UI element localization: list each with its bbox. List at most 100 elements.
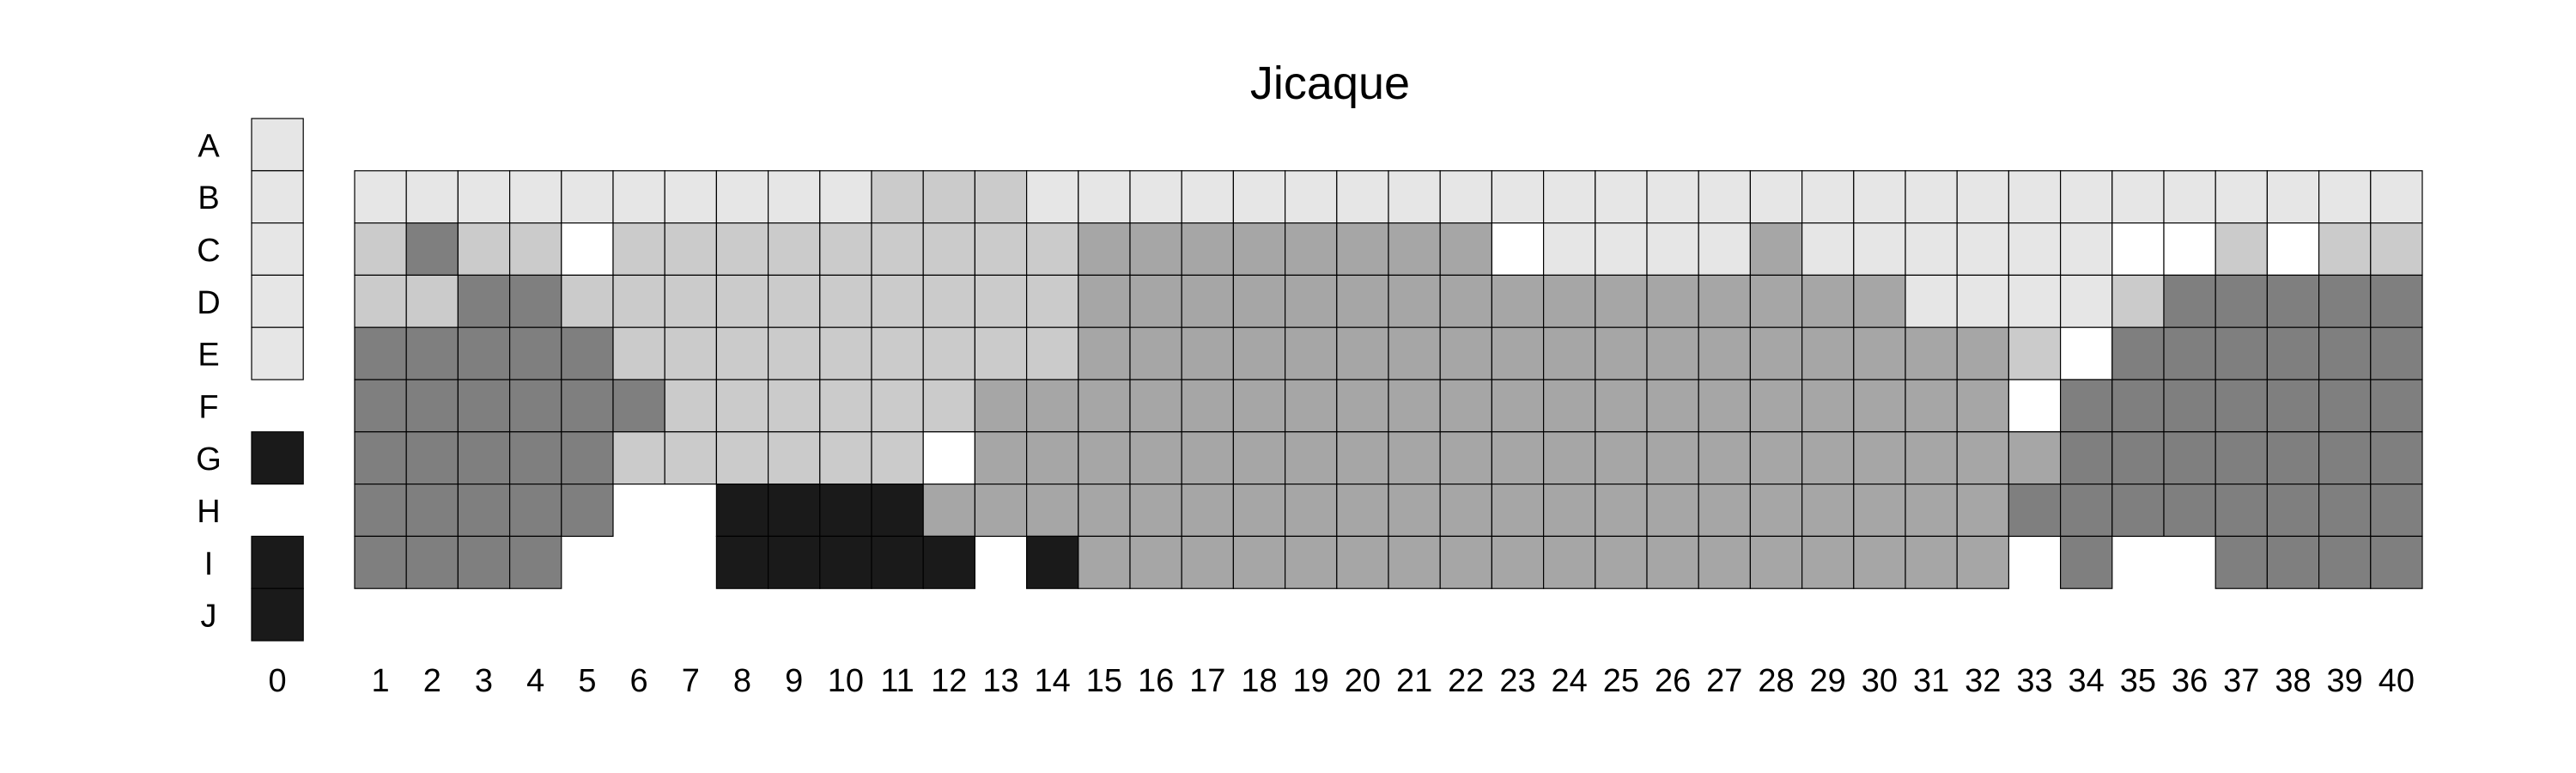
heatmap-cell [1698, 170, 1751, 224]
heatmap-cell [1595, 379, 1648, 433]
heatmap-cell [715, 431, 769, 485]
column-label: 36 [2172, 663, 2208, 699]
heatmap-cell [1698, 222, 1751, 277]
heatmap-cell [1284, 431, 1338, 485]
heatmap-cell [354, 274, 407, 328]
heatmap-cell [1284, 483, 1338, 537]
heatmap-cell [1025, 483, 1079, 537]
heatmap-cell [819, 535, 872, 589]
heatmap-cell [2163, 483, 2216, 537]
heatmap-cell [819, 222, 872, 277]
heatmap-cell [767, 326, 821, 380]
legend-cell [251, 118, 304, 172]
column-labels: 0 1 2 3 4 5 6 7 8 9 10 11 12 13 14 15 16 17 18 19 20 21 22 23 24… [269, 663, 2415, 699]
heatmap-cell [1439, 170, 1492, 224]
column-label: 13 [982, 663, 1018, 699]
heatmap-cell [1388, 170, 1441, 224]
heatmap-cell [1078, 535, 1131, 589]
heatmap-cell [715, 379, 769, 433]
heatmap-cell [1491, 326, 1545, 380]
heatmap-cell [2163, 326, 2216, 380]
heatmap-cell [1853, 274, 1906, 328]
heatmap-cell [819, 431, 872, 485]
heatmap-cell [2111, 326, 2165, 380]
heatmap-cell [2370, 535, 2423, 589]
heatmap-cell [561, 222, 614, 277]
heatmap-cell [922, 326, 975, 380]
heatmap-cell [1336, 170, 1389, 224]
heatmap-cell [1749, 535, 1803, 589]
heatmap-cell [1129, 483, 1182, 537]
heatmap-cell [1491, 431, 1545, 485]
heatmap-cell [1646, 431, 1699, 485]
column-label: 0 [269, 663, 287, 699]
heatmap-cell [2163, 379, 2216, 433]
heatmap-cell [2008, 170, 2062, 224]
heatmap-cell [1646, 170, 1699, 224]
heatmap-cell [715, 483, 769, 537]
heatmap-cell [1542, 483, 1596, 537]
column-label: 5 [578, 663, 596, 699]
heatmap-cell [1646, 483, 1699, 537]
heatmap-cell [2215, 222, 2268, 277]
heatmap-cell [2318, 379, 2372, 433]
heatmap-cell [664, 379, 718, 433]
heatmap-cell [1801, 170, 1855, 224]
heatmap-cell [1078, 483, 1131, 537]
column-label: 9 [785, 663, 803, 699]
column-label: 24 [1552, 663, 1588, 699]
heatmap-cell [1181, 222, 1234, 277]
heatmap-cell [1491, 170, 1545, 224]
heatmap-cell [354, 379, 407, 433]
heatmap-cell [1025, 379, 1079, 433]
heatmap-cell [1078, 222, 1131, 277]
heatmap-cell [767, 431, 821, 485]
heatmap-cell [2163, 274, 2216, 328]
heatmap-cell [2060, 379, 2113, 433]
heatmap-cell [1905, 431, 1958, 485]
heatmap-cell [1853, 483, 1906, 537]
heatmap-cell [457, 431, 511, 485]
heatmap-cell [354, 431, 407, 485]
heatmap-cell [1078, 431, 1131, 485]
column-label: 14 [1035, 663, 1071, 699]
heatmap-cell [405, 222, 459, 277]
heatmap-cell [405, 431, 459, 485]
heatmap-cell [2008, 222, 2062, 277]
heatmap-cell [1595, 326, 1648, 380]
heatmap-cell [2163, 222, 2216, 277]
heatmap-cell [354, 483, 407, 537]
heatmap-cell [1078, 274, 1131, 328]
heatmap-cell [1698, 274, 1751, 328]
heatmap-cell [405, 274, 459, 328]
heatmap-cell [1749, 379, 1803, 433]
heatmap-cell [1956, 379, 2009, 433]
heatmap-cell [508, 326, 562, 380]
heatmap-cell [1388, 379, 1441, 433]
row-label: C [197, 233, 220, 269]
heatmap-cell [767, 483, 821, 537]
heatmap-cell [1542, 274, 1596, 328]
heatmap-cell [2370, 274, 2423, 328]
heatmap-cell [2318, 483, 2372, 537]
heatmap-cell [561, 431, 614, 485]
column-label: 8 [733, 663, 751, 699]
heatmap-cell [1698, 483, 1751, 537]
heatmap-cell [922, 483, 975, 537]
heatmap-cell [2111, 431, 2165, 485]
heatmap-cell [1388, 431, 1441, 485]
heatmap-cell [2060, 170, 2113, 224]
heatmap-cell [2370, 379, 2423, 433]
heatmap-cell [1181, 535, 1234, 589]
heatmap-cell [1801, 535, 1855, 589]
legend-cell [251, 170, 304, 224]
heatmap-cell [715, 170, 769, 224]
heatmap-cell [2266, 222, 2320, 277]
heatmap-cell [1181, 431, 1234, 485]
heatmap-cell [561, 326, 614, 380]
heatmap-cell [508, 274, 562, 328]
heatmap-cell [1853, 379, 1906, 433]
column-label: 7 [682, 663, 700, 699]
